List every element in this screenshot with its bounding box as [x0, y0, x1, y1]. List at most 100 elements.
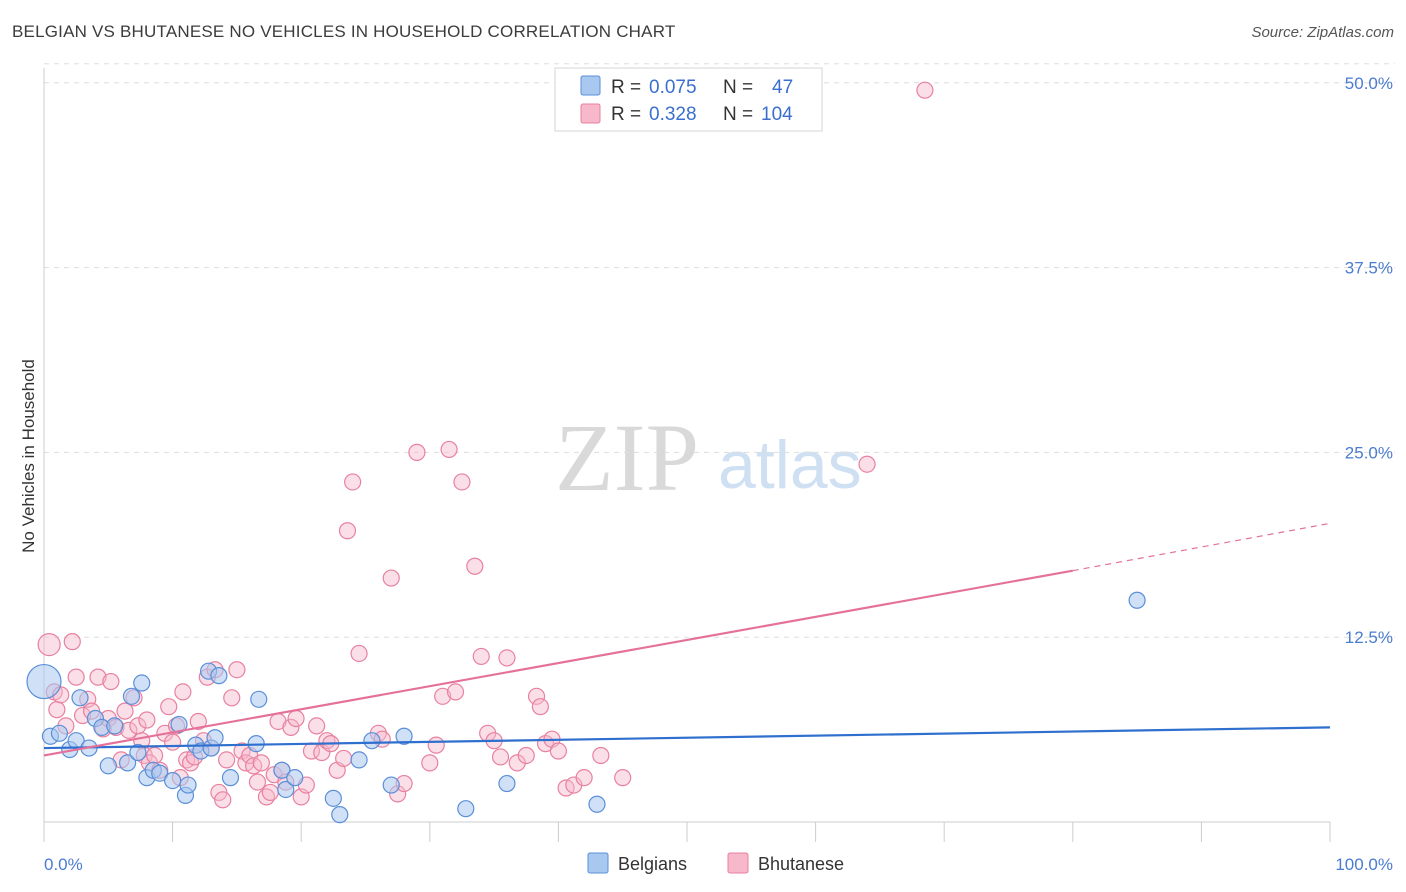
belgian-point-12 — [122, 687, 141, 705]
watermark-zip: ZIP — [555, 404, 699, 511]
bhutanese-point-98 — [575, 769, 593, 787]
bhutanese-point-102 — [916, 81, 934, 99]
belgian-point-0 — [26, 663, 62, 700]
belgian-point-27 — [210, 667, 228, 685]
bhutanese-point-31 — [174, 683, 192, 701]
legend-n-label-bhutanese: N = — [723, 104, 753, 125]
bhutanese-point-78 — [427, 736, 445, 754]
bhutanese-point-13 — [102, 672, 120, 691]
belgian-point-19 — [170, 715, 188, 734]
belgian-point-28 — [221, 769, 240, 787]
bhutanese-point-68 — [338, 522, 357, 540]
bhutanese-point-42 — [218, 751, 236, 769]
bhutanese-point-10 — [89, 668, 107, 686]
bhutanese-point-2 — [48, 701, 66, 719]
legend-swatch-belgians — [580, 75, 601, 96]
belgian-point-9 — [99, 757, 117, 775]
belgian-point-32 — [277, 780, 295, 799]
bhutanese-point-5 — [63, 633, 81, 651]
chart-title: BELGIAN VS BHUTANESE NO VEHICLES IN HOUS… — [12, 22, 676, 41]
legend-n-value-bhutanese: 104 — [761, 104, 793, 125]
belgian-points — [26, 591, 1146, 824]
bhutanese-point-57 — [282, 718, 300, 736]
bhutanese-point-67 — [335, 749, 353, 768]
y-tick-label-3: 50.0% — [1345, 74, 1393, 93]
bhutanese-point-24 — [145, 746, 164, 765]
belgian-point-17 — [151, 764, 169, 782]
trend-lines — [43, 522, 1331, 757]
belgian-point-26 — [206, 729, 224, 747]
bhutanese-point-35 — [189, 712, 207, 731]
belgian-point-30 — [250, 690, 268, 708]
belgian-point-14 — [133, 674, 151, 692]
bhutanese-point-16 — [116, 702, 134, 720]
belgian-point-21 — [179, 776, 197, 794]
y-tick-label-2: 37.5% — [1345, 259, 1393, 278]
bhutanese-point-81 — [446, 683, 465, 701]
bhutanese-point-43 — [223, 689, 241, 707]
x-tick-labels: 0.0% 100.0% — [44, 855, 1393, 874]
bhutanese-point-27 — [160, 698, 178, 716]
belgian-point-37 — [363, 732, 381, 750]
bhutanese-point-0 — [37, 632, 61, 657]
bhutanese-point-70 — [350, 644, 368, 663]
bhutanese-point-44 — [228, 661, 246, 679]
correlation-legend: R = 0.075 N = 47 R = 0.328 N = 104 — [554, 67, 823, 132]
bhutanese-point-41 — [214, 791, 232, 809]
bhutanese-point-76 — [408, 443, 426, 461]
bhutanese-point-58 — [287, 709, 305, 728]
bhutanese-point-90 — [517, 746, 535, 765]
bhutanese-point-101 — [858, 455, 876, 473]
bottom-legend-label-belgians: Belgians — [618, 854, 687, 874]
series-legend: Belgians Bhutanese — [587, 852, 844, 874]
belgian-point-38 — [382, 776, 400, 794]
bottom-legend-label-bhutanese: Bhutanese — [758, 854, 844, 874]
belgians-trend-line — [43, 726, 1331, 750]
belgian-point-31 — [273, 761, 291, 779]
bhutanese-point-88 — [498, 649, 516, 667]
gridlines — [44, 63, 1395, 638]
y-tick-label-1: 25.0% — [1345, 443, 1393, 462]
bhutanese-point-69 — [344, 473, 362, 491]
x-tick-label-1: 100.0% — [1335, 855, 1393, 874]
bhutanese-trend-line — [43, 569, 1073, 757]
bhutanese-point-77 — [421, 754, 439, 772]
legend-r-label-belgians: R = — [611, 77, 641, 98]
bhutanese-point-83 — [466, 557, 484, 575]
bhutanese-trend-extension — [1072, 522, 1331, 572]
legend-n-label-belgians: N = — [723, 77, 753, 98]
belgian-point-10 — [106, 717, 124, 735]
belgian-point-36 — [350, 751, 368, 769]
x-tick-label-0: 0.0% — [44, 855, 83, 874]
belgian-point-18 — [164, 772, 182, 790]
bhutanese-point-100 — [614, 769, 632, 787]
belgian-point-39 — [395, 727, 413, 745]
bhutanese-point-87 — [491, 748, 510, 766]
bottom-legend-swatch-belgians — [587, 852, 609, 874]
bhutanese-point-95 — [549, 742, 568, 760]
bhutanese-point-52 — [261, 783, 279, 802]
watermark-atlas: atlas — [718, 427, 862, 503]
belgian-point-43 — [1128, 591, 1146, 609]
bhutanese-point-73 — [382, 569, 400, 587]
belgian-point-35 — [331, 806, 349, 824]
belgian-point-34 — [324, 789, 342, 807]
belgian-point-41 — [498, 774, 516, 793]
bhutanese-point-50 — [252, 754, 270, 772]
y-tick-label-0: 12.5% — [1345, 628, 1393, 647]
bhutanese-point-80 — [440, 440, 458, 459]
source-credit: Source: ZipAtlas.com — [1251, 24, 1394, 41]
legend-swatch-bhutanese — [580, 103, 601, 124]
belgian-point-5 — [71, 689, 89, 707]
legend-r-label-bhutanese: R = — [611, 104, 641, 125]
bhutanese-point-22 — [138, 711, 156, 729]
bhutanese-point-62 — [308, 717, 326, 735]
bhutanese-point-28 — [164, 733, 182, 751]
y-axis-label: No Vehicles in Household — [19, 359, 38, 553]
belgian-point-33 — [286, 769, 304, 787]
belgian-point-40 — [457, 800, 475, 818]
bhutanese-point-92 — [531, 698, 549, 716]
legend-n-value-belgians: 47 — [772, 77, 793, 98]
belgian-point-2 — [50, 724, 69, 742]
